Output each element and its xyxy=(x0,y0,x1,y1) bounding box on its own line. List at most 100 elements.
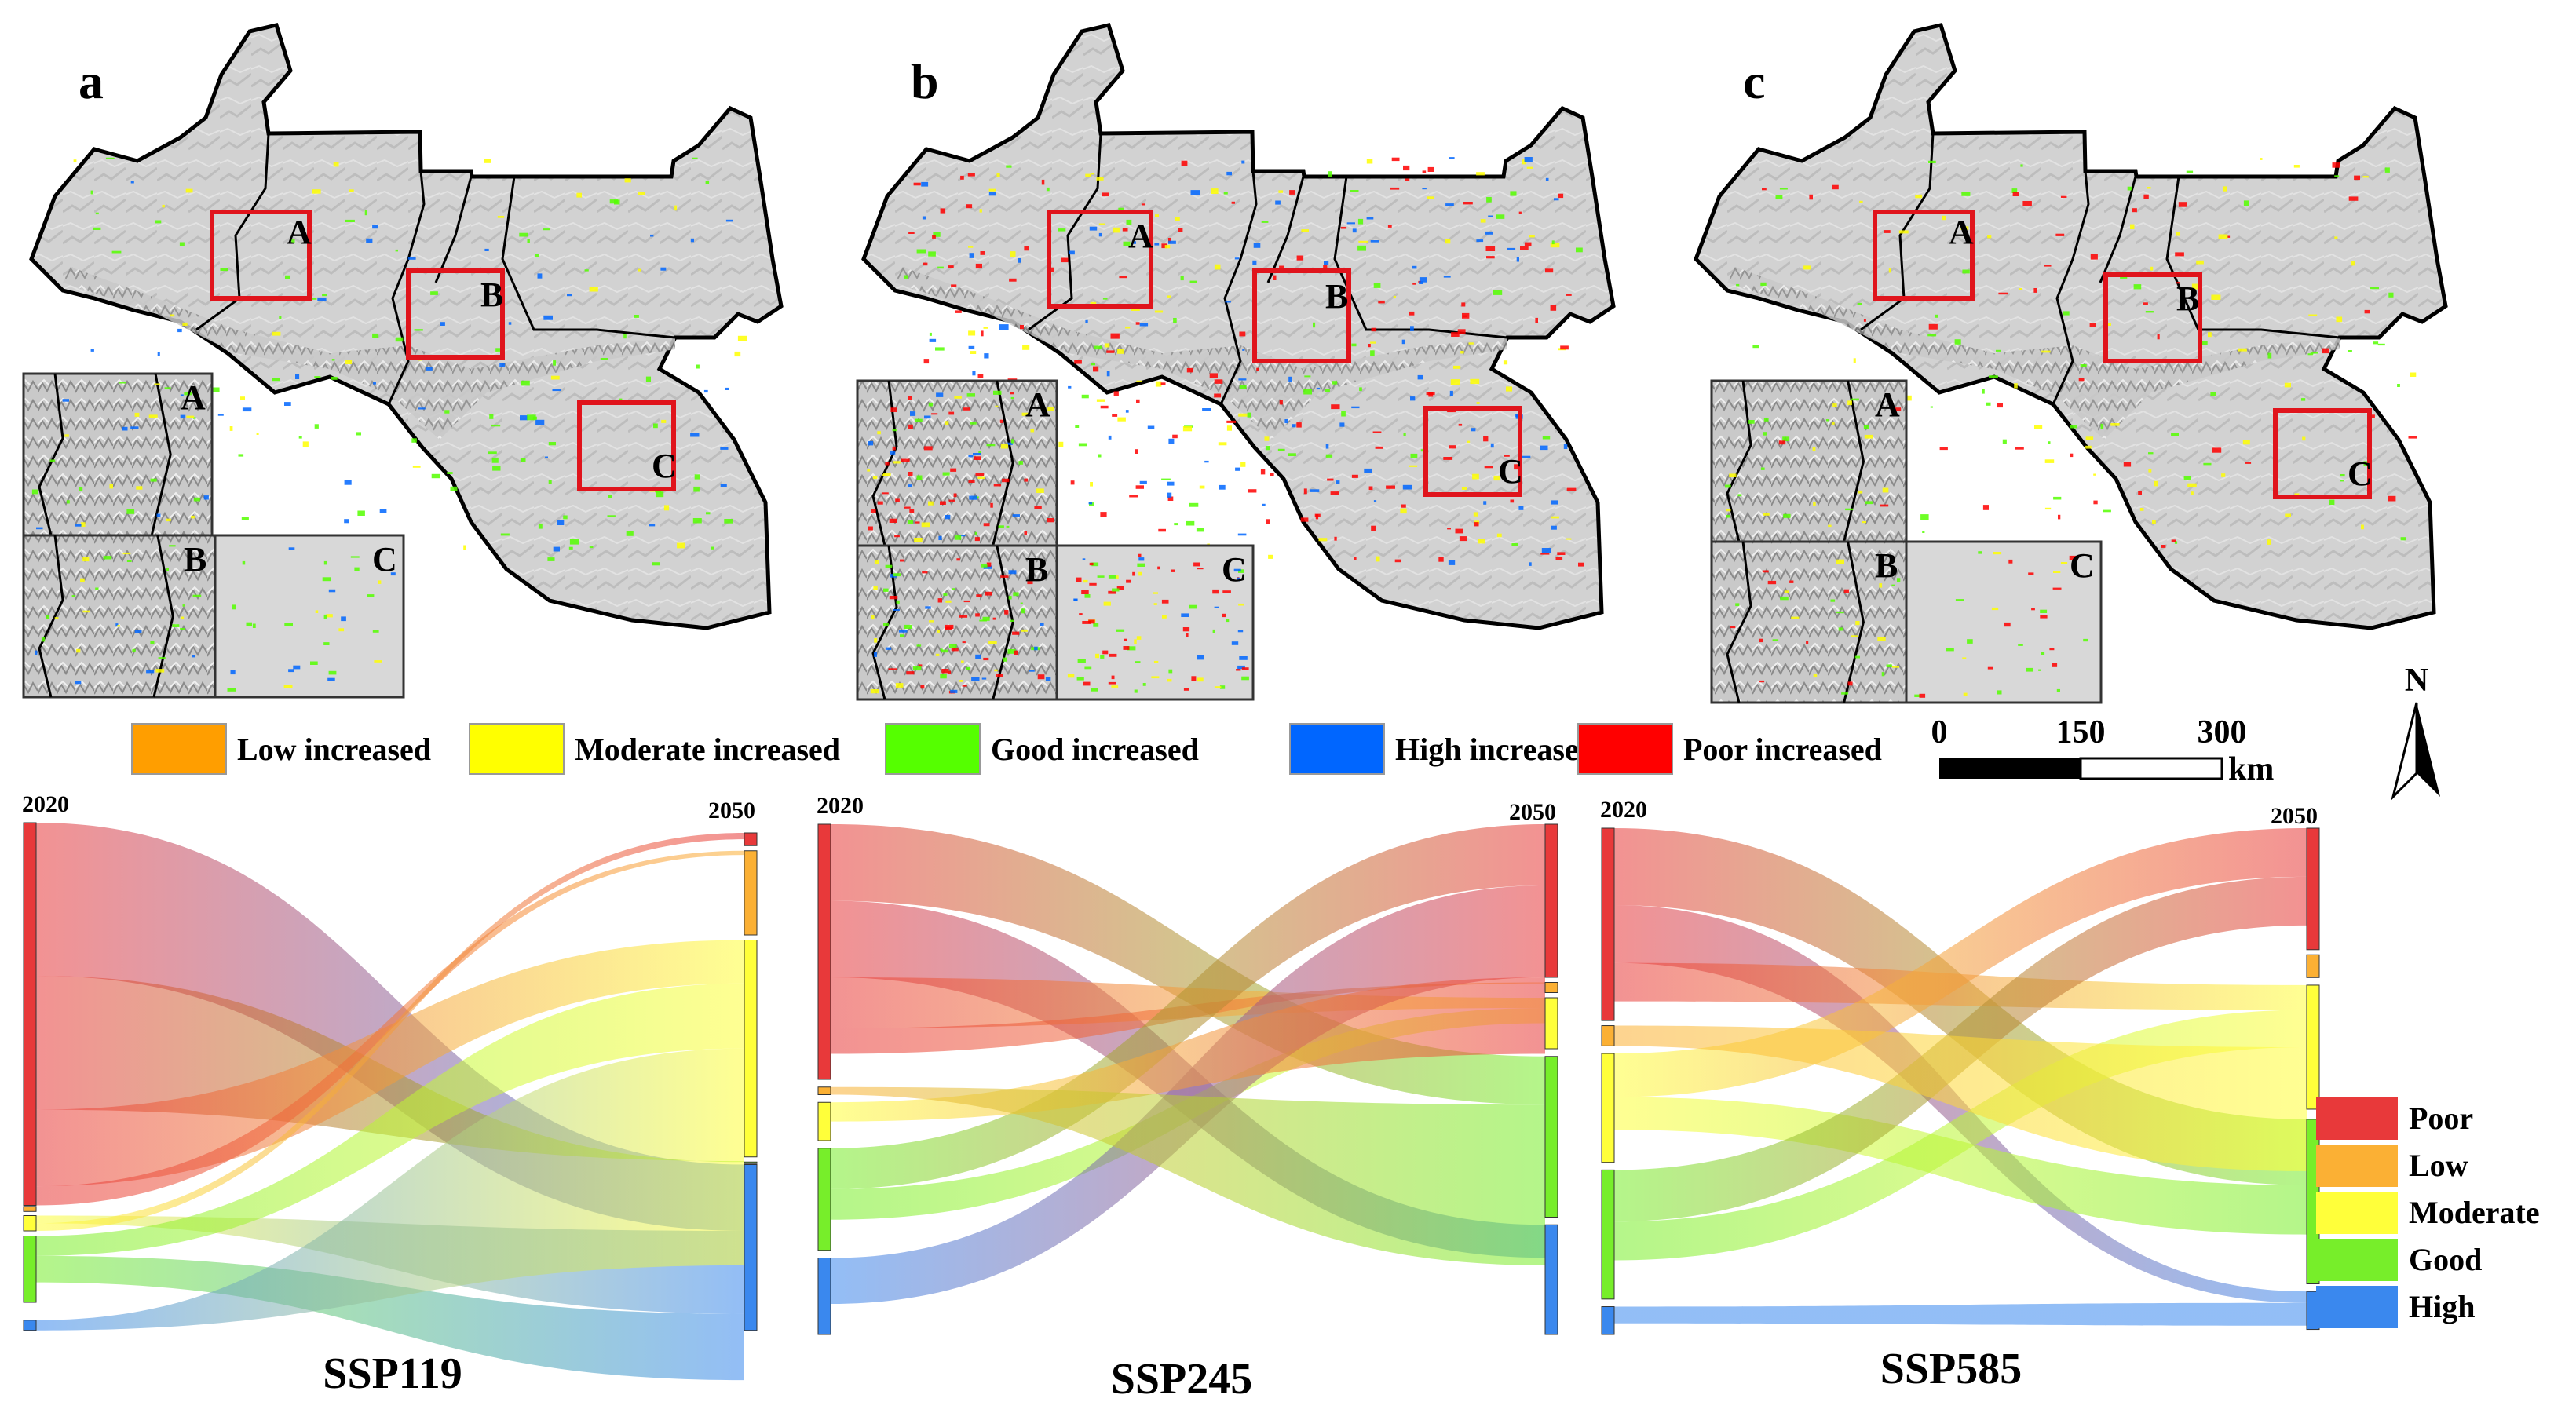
sankey-node-2050-1 xyxy=(1544,982,1558,993)
inset-label-A: A xyxy=(1025,385,1050,424)
panel-letter: c xyxy=(1743,53,1765,109)
change-legend-label: High increased xyxy=(1395,732,1596,767)
sankey-node-2050-4 xyxy=(744,1164,758,1331)
sankey-node-2050-4 xyxy=(1544,1224,1558,1335)
class-legend-swatch xyxy=(2316,1097,2398,1140)
sankey-node-2050-2 xyxy=(1544,997,1558,1050)
zoom-box-label-C: C xyxy=(1498,452,1523,491)
sankey-flow-0-to-2 xyxy=(36,940,744,1187)
change-legend-label: Moderate increased xyxy=(575,732,840,767)
sankey-flow-4-to-0 xyxy=(831,885,1545,1304)
class-legend-swatch xyxy=(2316,1192,2398,1234)
sankey-SSP119: 2020 2050 SSP119 xyxy=(22,791,758,1398)
sankey-scenario-label: SSP585 xyxy=(1880,1345,2022,1393)
change-legend-swatch xyxy=(131,723,227,775)
sankey-node-2050-2 xyxy=(744,940,758,1158)
sankey-node-2050-0 xyxy=(2306,827,2320,951)
inset-label-C: C xyxy=(1222,550,1247,589)
sankey-flow-3-to-0 xyxy=(831,824,1545,1189)
inset-label-B: B xyxy=(1025,550,1048,589)
sankey-SSP585: 2020 2050 SSP585 xyxy=(1600,797,2320,1393)
sankey-year-end: 2050 xyxy=(1509,799,1556,825)
sankey-flow-3-to-2 xyxy=(1614,1010,2307,1261)
class-legend-swatch xyxy=(2316,1239,2398,1281)
inset-label-B: B xyxy=(184,540,206,579)
change-legend-item-0: Low increased xyxy=(131,723,431,775)
change-legend-item-1: Moderate increased xyxy=(469,723,840,775)
zoom-box-C xyxy=(2273,408,2372,499)
sankey-node-2020-2 xyxy=(23,1215,37,1232)
change-legend-label: Good increased xyxy=(991,732,1199,767)
inset-c-A: A xyxy=(1710,379,1908,543)
change-legend-item-3: High increased xyxy=(1289,723,1596,775)
zoom-box-C xyxy=(1423,406,1522,497)
sankey-node-2020-4 xyxy=(817,1258,831,1335)
sankey-year-start: 2020 xyxy=(817,793,864,819)
change-legend-swatch xyxy=(469,723,565,775)
sankey-node-2020-2 xyxy=(1601,1053,1615,1163)
sankey-flow-2-to-0 xyxy=(831,977,1545,1122)
inset-a-A: A xyxy=(22,372,214,537)
mountain-relief xyxy=(1727,267,2340,440)
north-label: N xyxy=(2405,663,2428,699)
change-legend-label: Poor increased xyxy=(1683,732,1882,767)
class-legend-label: Poor xyxy=(2409,1101,2473,1136)
sankey-scenario-label: SSP119 xyxy=(323,1349,462,1398)
sankey-node-2050-1 xyxy=(2306,954,2320,978)
sankey-node-2050-1 xyxy=(744,850,758,936)
sankey-node-2020-4 xyxy=(23,1320,37,1331)
zoom-box-label-B: B xyxy=(480,276,503,314)
class-legend-item-1: Low xyxy=(2316,1145,2468,1187)
class-legend-item-4: High xyxy=(2316,1286,2475,1328)
mountain-relief xyxy=(895,267,1507,440)
inset-b-B: B xyxy=(856,544,1058,701)
sankey-flow-3-to-4 xyxy=(36,1255,744,1381)
sankey-node-2020-0 xyxy=(1601,827,1615,1021)
zoom-box-B xyxy=(406,268,505,360)
inset-label-A: A xyxy=(181,378,206,417)
sankey-scenario-label: SSP245 xyxy=(1111,1355,1253,1404)
sankey-node-2020-3 xyxy=(23,1236,37,1303)
sankey-node-2050-3 xyxy=(744,1161,758,1164)
sankey-year-end: 2050 xyxy=(708,798,755,823)
land-change-pixels xyxy=(1736,158,2417,564)
class-legend-item-0: Poor xyxy=(2316,1097,2473,1140)
sankey-node-2020-1 xyxy=(23,1206,37,1212)
sankey-node-2020-2 xyxy=(817,1101,831,1141)
panel-letter: a xyxy=(79,53,104,109)
sankey-node-2050-0 xyxy=(744,832,758,846)
inset-label-A: A xyxy=(1875,385,1900,424)
map-panel-a: a A B C xyxy=(29,23,784,630)
sankey-node-2020-0 xyxy=(817,823,831,1080)
inset-a-C: C xyxy=(214,534,405,699)
scale-unit: km xyxy=(2228,751,2274,787)
sankey-year-end: 2050 xyxy=(2271,803,2318,829)
class-legend-label: Good xyxy=(2409,1242,2482,1277)
sankey-year-start: 2020 xyxy=(1600,797,1647,823)
sankey-node-2020-3 xyxy=(1601,1169,1615,1300)
class-legend-swatch xyxy=(2316,1286,2398,1328)
change-legend-label: Low increased xyxy=(237,732,431,767)
zoom-box-B xyxy=(2103,272,2202,363)
map-panel-b: b A B C xyxy=(861,23,1616,630)
zoom-box-label-A: A xyxy=(1949,213,1974,251)
zoom-box-label-B: B xyxy=(2176,279,2199,318)
change-legend-swatch xyxy=(1289,723,1385,775)
zoom-box-label-A: A xyxy=(287,213,312,251)
map-panel-c: c A B C xyxy=(1694,23,2448,630)
sankey-node-2020-4 xyxy=(1601,1306,1615,1335)
sankey-flow-1-to-3 xyxy=(831,1086,1545,1265)
inset-c-B: B xyxy=(1710,540,1908,704)
change-legend-item-2: Good increased xyxy=(885,723,1199,775)
zoom-box-A xyxy=(210,210,312,301)
zoom-box-B xyxy=(1252,268,1351,363)
class-legend-label: Moderate xyxy=(2409,1195,2540,1230)
sankey-node-2020-0 xyxy=(23,822,37,1206)
class-legend-label: Low xyxy=(2409,1148,2468,1183)
scale-tick-0: 0 xyxy=(1931,714,1948,750)
change-legend-swatch xyxy=(885,723,981,775)
zoom-box-label-C: C xyxy=(2348,455,2373,493)
admin-boundaries xyxy=(195,133,676,405)
scale-bar: 0 150 300 km xyxy=(1931,714,2275,787)
panel-letter: b xyxy=(911,53,939,109)
